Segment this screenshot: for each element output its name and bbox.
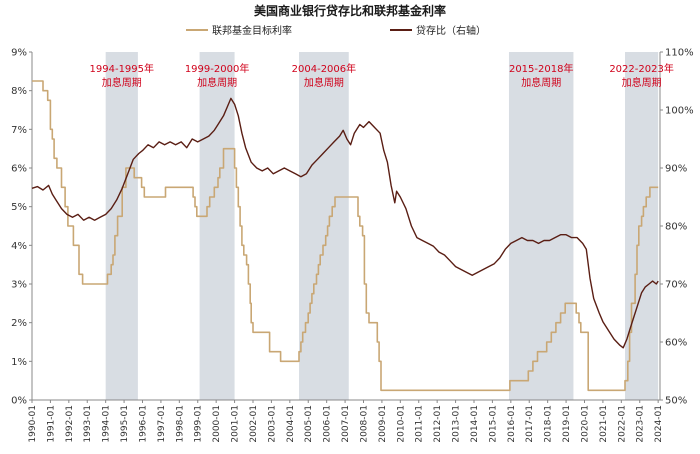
y-left-tick-label: 5% xyxy=(11,202,27,213)
legend-swatch-fed-funds xyxy=(186,28,208,31)
period-label-line1: 2022-2023年 xyxy=(609,62,674,75)
y-right-tick-label: 110% xyxy=(665,48,694,59)
x-tick-label: 2009-01 xyxy=(378,405,388,443)
x-tick-label: 2012-01 xyxy=(433,405,443,443)
legend-item-fed-funds: 联邦基金目标利率 xyxy=(186,22,292,37)
x-tick-label: 1998-01 xyxy=(175,405,185,443)
x-tick-label: 2008-01 xyxy=(359,405,369,443)
x-tick-label: 2010-01 xyxy=(396,405,406,443)
period-label-line1: 1999-2000年 xyxy=(185,62,250,75)
series-line-ldr xyxy=(31,97,659,349)
period-label-line1: 2015-2018年 xyxy=(509,62,574,75)
x-tick-label: 2006-01 xyxy=(323,405,333,443)
period-label-line2: 加息周期 xyxy=(197,76,237,89)
x-tick-label: 1997-01 xyxy=(157,405,167,443)
period-label-line2: 加息周期 xyxy=(102,76,142,89)
legend-label-fed-funds: 联邦基金目标利率 xyxy=(212,26,292,37)
x-tick-label: 2018-01 xyxy=(544,405,554,443)
y-left-tick-label: 4% xyxy=(11,241,27,252)
x-tick-label: 1992-01 xyxy=(65,405,75,443)
x-tick-label: 2013-01 xyxy=(452,405,462,443)
y-right-tick-label: 60% xyxy=(665,338,687,349)
period-label-line1: 1994-1995年 xyxy=(90,62,155,75)
shaded-period-3 xyxy=(508,52,574,400)
shaded-period-0 xyxy=(105,52,138,400)
period-label-line2: 加息周期 xyxy=(304,76,344,89)
axes: 0% 1% 2% 3% 4% 5% 6% 7% 8% 9% 50% 60% 70% 80% 90% 100% 1… xyxy=(11,48,693,443)
y-left-tick-label: 7% xyxy=(11,125,27,136)
x-tick-label: 2016-01 xyxy=(507,405,517,443)
shaded-periods xyxy=(105,52,659,400)
shaded-period-1 xyxy=(199,52,235,400)
shaded-period-2 xyxy=(299,52,349,400)
x-tick-label: 2015-01 xyxy=(488,405,498,443)
x-tick-label: 2005-01 xyxy=(304,405,314,443)
x-tick-label: 2011-01 xyxy=(415,405,425,443)
period-label-line2: 加息周期 xyxy=(521,76,561,89)
x-tick-label: 2022-01 xyxy=(617,405,627,443)
period-label-line1: 2004-2006年 xyxy=(292,62,357,75)
x-tick-label: 1994-01 xyxy=(102,405,112,443)
legend-label-ldr: 贷存比（右轴） xyxy=(416,26,486,37)
x-tick-label: 2020-01 xyxy=(580,405,590,443)
legend-swatch-ldr xyxy=(390,28,412,31)
x-tick-label: 2023-01 xyxy=(636,405,646,443)
y-left-tick-label: 2% xyxy=(11,318,27,329)
legend-item-ldr: 贷存比（右轴） xyxy=(390,22,486,37)
x-tick-label: 1990-01 xyxy=(28,405,38,443)
x-tick-label: 2004-01 xyxy=(286,405,296,443)
x-tick-label: 2003-01 xyxy=(267,405,277,443)
x-tick-label: 2007-01 xyxy=(341,405,351,443)
y-left-tick-label: 6% xyxy=(11,164,27,175)
x-tick-label: 2024-01 xyxy=(654,405,664,443)
y-left-tick-label: 3% xyxy=(11,280,27,291)
y-right-tick-label: 80% xyxy=(665,222,687,233)
x-tick-label: 1993-01 xyxy=(83,405,93,443)
period-label-line2: 加息周期 xyxy=(622,76,662,89)
y-left-tick-label: 8% xyxy=(11,86,27,97)
x-tick-label: 2000-01 xyxy=(212,405,222,443)
chart-title: 美国商业银行贷存比和联邦基金利率 xyxy=(253,4,446,18)
x-tick-label: 2001-01 xyxy=(231,405,241,443)
x-tick-label: 2014-01 xyxy=(470,405,480,443)
x-tick-label: 1995-01 xyxy=(120,405,130,443)
y-left-tick-label: 9% xyxy=(11,48,27,59)
y-right-tick-label: 70% xyxy=(665,280,687,291)
y-right-tick-label: 90% xyxy=(665,164,687,175)
series-lines xyxy=(31,80,659,392)
x-tick-label: 2021-01 xyxy=(599,405,609,443)
x-tick-label: 2002-01 xyxy=(249,405,259,443)
y-left-tick-label: 0% xyxy=(11,396,27,407)
x-tick-label: 1999-01 xyxy=(194,405,204,443)
series-line-fed-funds xyxy=(32,80,659,392)
x-tick-label: 1996-01 xyxy=(138,405,148,443)
period-labels: 1994-1995年加息周期1999-2000年加息周期2004-2006年加息… xyxy=(90,62,674,89)
x-tick-label: 1991-01 xyxy=(46,405,56,443)
y-right-tick-label: 100% xyxy=(665,106,694,117)
y-right-tick-label: 50% xyxy=(665,396,687,407)
x-tick-label: 2019-01 xyxy=(562,405,572,443)
x-tick-label: 2017-01 xyxy=(525,405,535,443)
y-left-tick-label: 1% xyxy=(11,357,27,368)
